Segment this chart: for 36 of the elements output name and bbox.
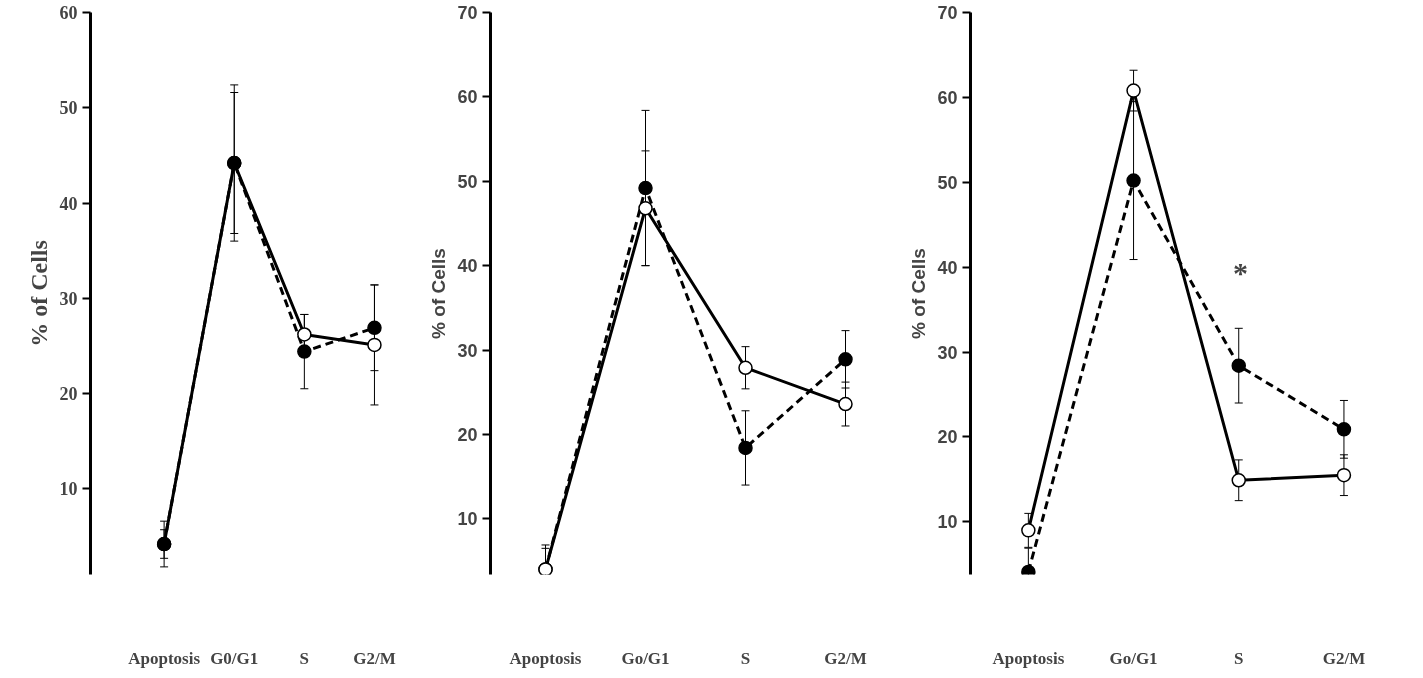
y-tick-label: 20 [59,384,78,405]
x-tick-label: Go/G1 [1109,648,1158,668]
x-tick-label: G2/M [1322,648,1366,668]
y-axis-title: % of Cells [908,248,930,339]
annotation: * [1233,256,1248,289]
y-tick-label: 50 [937,172,958,193]
y-tick-label: 30 [457,340,478,361]
x-tick-label: G2/M [353,648,396,668]
y-tick-label: 20 [457,424,478,445]
y-axis-title: % of Cells [25,240,52,347]
x-tick-label: S [299,648,310,668]
y-tick-label: 70 [937,3,958,23]
y-tick-label: 40 [59,193,78,214]
y-tick-label: 50 [59,98,78,119]
y-tick-label: 30 [937,342,958,363]
y-tick-label: 40 [457,256,478,277]
x-tick-label: G0/G1 [210,648,259,668]
y-tick-label: 70 [457,3,478,23]
y-tick-label: 40 [937,257,958,278]
y-tick-label: 50 [457,171,478,192]
x-tick-label: G2/M [824,648,867,668]
y-tick-label: 10 [937,512,958,533]
y-tick-label: 60 [457,87,478,108]
x-tick-label: S [740,648,751,668]
x-tick-label: S [1234,648,1244,668]
y-tick-label: 10 [59,479,78,500]
y-tick-label: 10 [457,509,478,530]
x-tick-label: Apoptosis [128,648,201,668]
y-tick-label: 20 [937,427,958,448]
y-tick-label: 60 [937,87,958,108]
x-tick-label: Apoptosis [509,648,582,668]
y-tick-label: 30 [59,288,78,309]
x-tick-label: Apoptosis [992,648,1065,668]
y-axis-title: % of Cells [428,248,450,339]
y-tick-label: 60 [59,3,78,23]
x-tick-label: Go/G1 [621,648,670,668]
